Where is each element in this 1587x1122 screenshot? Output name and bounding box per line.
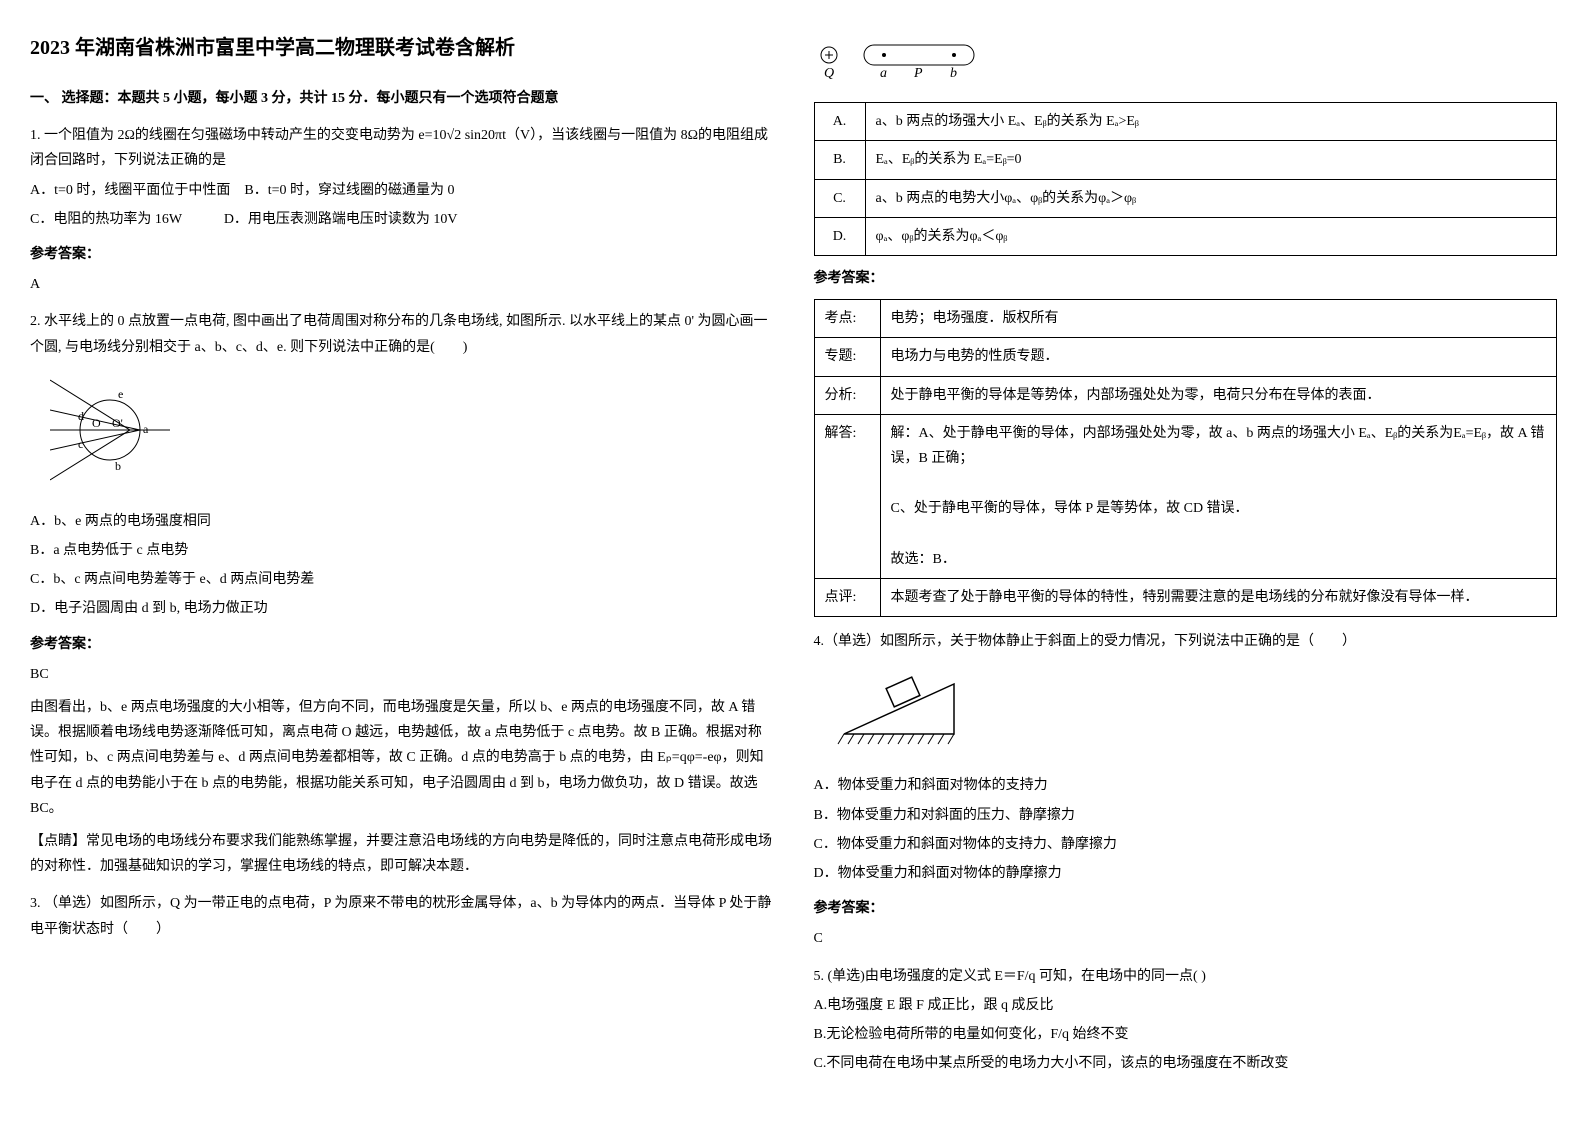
table-row: C. a、b 两点的电势大小φₐ、φᵦ的关系为φₐ＞φᵦ bbox=[814, 179, 1557, 217]
q4-optD: D．物体受重力和斜面对物体的静摩擦力 bbox=[814, 861, 1558, 886]
q2-answer: BC bbox=[30, 662, 774, 687]
q4-optB: B．物体受重力和对斜面的压力、静摩擦力 bbox=[814, 803, 1558, 828]
table-row: B. Eₐ、Eᵦ的关系为 Eₐ=Eᵦ=0 bbox=[814, 141, 1557, 179]
q2-optC: C．b、c 两点间电势差等于 e、d 两点间电势差 bbox=[30, 567, 774, 592]
q2-optA: A．b、e 两点的电场强度相同 bbox=[30, 509, 774, 534]
left-column: 2023 年湖南省株洲市富里中学高二物理联考试卷含解析 一、 选择题：本题共 5… bbox=[30, 30, 774, 1088]
q2-answer-label: 参考答案： bbox=[30, 632, 774, 657]
q2-tip: 【点睛】常见电场的电场线分布要求我们能熟练掌握，并要注意沿电场线的方向电势是降低… bbox=[30, 829, 774, 879]
q1-optD: D．用电压表测路端电压时读数为 10V bbox=[224, 212, 458, 227]
q2-optD: D．电子沿圆周由 d 到 b, 电场力做正功 bbox=[30, 596, 774, 621]
q3-diagram: Q a P b bbox=[814, 35, 1558, 94]
q1-answer: A bbox=[30, 272, 774, 297]
label-d: d bbox=[78, 409, 84, 423]
exam-title: 2023 年湖南省株洲市富里中学高二物理联考试卷含解析 bbox=[30, 30, 774, 66]
q1-optC: C．电阻的热功率为 16W bbox=[30, 212, 182, 227]
label-b: b bbox=[115, 459, 121, 473]
q3-row3-text: 解：A、处于静电平衡的导体，内部场强处处为零，故 a、b 两点的场强大小 Eₐ、… bbox=[880, 414, 1557, 578]
q3-answer-label: 参考答案： bbox=[814, 266, 1558, 291]
q3-row4-text: 本题考查了处于静电平衡的导体的特性，特别需要注意的是电场线的分布就好像没有导体一… bbox=[880, 578, 1557, 616]
table-row: 解答: 解：A、处于静电平衡的导体，内部场强处处为零，故 a、b 两点的场强大小… bbox=[814, 414, 1557, 578]
label-P: P bbox=[913, 66, 923, 81]
q5-optA: A.电场强度 E 跟 F 成正比，跟 q 成反比 bbox=[814, 993, 1558, 1018]
q3-stem: 3. （单选）如图所示，Q 为一带正电的点电荷，P 为原来不带电的枕形金属导体，… bbox=[30, 891, 774, 941]
q3-row1-text: 电场力与电势的性质专题． bbox=[880, 338, 1557, 376]
q3-row2-label: 分析: bbox=[814, 376, 880, 414]
q2-optB: B．a 点电势低于 c 点电势 bbox=[30, 538, 774, 563]
q3-optC-text: a、b 两点的电势大小φₐ、φᵦ的关系为φₐ＞φᵦ bbox=[865, 179, 1557, 217]
q5-optC: C.不同电荷在电场中某点所受的电场力大小不同，该点的电场强度在不断改变 bbox=[814, 1051, 1558, 1076]
label-Oprime: O' bbox=[112, 416, 123, 430]
label-Q: Q bbox=[824, 66, 834, 81]
label-O: O bbox=[92, 416, 101, 430]
q3-row2-text: 处于静电平衡的导体是等势体，内部场强处处为零，电荷只分布在导体的表面． bbox=[880, 376, 1557, 414]
q3-optB-text: Eₐ、Eᵦ的关系为 Eₐ=Eᵦ=0 bbox=[865, 141, 1557, 179]
q5-optB: B.无论检验电荷所带的电量如何变化，F/q 始终不变 bbox=[814, 1022, 1558, 1047]
right-column: Q a P b A. a、b 两点的场强大小 Eₐ、Eᵦ的关系为 Eₐ>Eᵦ B… bbox=[814, 30, 1558, 1088]
question-3-stem: 3. （单选）如图所示，Q 为一带正电的点电荷，P 为原来不带电的枕形金属导体，… bbox=[30, 891, 774, 941]
table-row: A. a、b 两点的场强大小 Eₐ、Eᵦ的关系为 Eₐ>Eᵦ bbox=[814, 103, 1557, 141]
q3-optB-label: B. bbox=[814, 141, 865, 179]
q3-options-table: A. a、b 两点的场强大小 Eₐ、Eᵦ的关系为 Eₐ>Eᵦ B. Eₐ、Eᵦ的… bbox=[814, 102, 1558, 256]
q3-optC-label: C. bbox=[814, 179, 865, 217]
q3-row4-label: 点评: bbox=[814, 578, 880, 616]
q5-stem: 5. (单选)由电场强度的定义式 E＝F/q 可知，在电场中的同一点( ) bbox=[814, 964, 1558, 989]
q2-diagram: O O' a b c d e bbox=[50, 370, 774, 499]
question-1: 1. 一个阻值为 2Ω的线圈在匀强磁场中转动产生的交变电动势为 e=10√2 s… bbox=[30, 123, 774, 297]
question-4: 4.（单选）如图所示，关于物体静止于斜面上的受力情况，下列说法中正确的是（ ） bbox=[814, 629, 1558, 952]
table-row: 考点: 电势；电场强度．版权所有 bbox=[814, 300, 1557, 338]
q4-answer-label: 参考答案： bbox=[814, 896, 1558, 921]
q3-row3-label: 解答: bbox=[814, 414, 880, 578]
q3-optD-label: D. bbox=[814, 217, 865, 255]
q3-optD-text: φₐ、φᵦ的关系为φₐ＜φᵦ bbox=[865, 217, 1557, 255]
q4-optA: A．物体受重力和斜面对物体的支持力 bbox=[814, 773, 1558, 798]
q3-row1-label: 专题: bbox=[814, 338, 880, 376]
table-row: 专题: 电场力与电势的性质专题． bbox=[814, 338, 1557, 376]
label-e: e bbox=[118, 387, 123, 401]
q1-optA: A．t=0 时，线圈平面位于中性面 bbox=[30, 183, 230, 198]
label-c: c bbox=[78, 437, 83, 451]
q1-optB: B．t=0 时，穿过线圈的磁通量为 0 bbox=[244, 183, 454, 198]
q4-diagram bbox=[834, 664, 1558, 763]
table-row: D. φₐ、φᵦ的关系为φₐ＜φᵦ bbox=[814, 217, 1557, 255]
q3-optA-label: A. bbox=[814, 103, 865, 141]
q3-row0-text: 电势；电场强度．版权所有 bbox=[880, 300, 1557, 338]
q1-answer-label: 参考答案： bbox=[30, 242, 774, 267]
q4-answer: C bbox=[814, 926, 1558, 951]
q4-stem: 4.（单选）如图所示，关于物体静止于斜面上的受力情况，下列说法中正确的是（ ） bbox=[814, 629, 1558, 654]
section1-header: 一、 选择题：本题共 5 小题，每小题 3 分，共计 15 分．每小题只有一个选… bbox=[30, 86, 774, 111]
q4-optC: C．物体受重力和斜面对物体的支持力、静摩擦力 bbox=[814, 832, 1558, 857]
q1-stem: 1. 一个阻值为 2Ω的线圈在匀强磁场中转动产生的交变电动势为 e=10√2 s… bbox=[30, 123, 774, 173]
q2-stem: 2. 水平线上的 0 点放置一点电荷, 图中画出了电荷周围对称分布的几条电场线,… bbox=[30, 309, 774, 359]
q2-explanation: 由图看出，b、e 两点电场强度的大小相等，但方向不同，而电场强度是矢量，所以 b… bbox=[30, 695, 774, 821]
table-row: 点评: 本题考查了处于静电平衡的导体的特性，特别需要注意的是电场线的分布就好像没… bbox=[814, 578, 1557, 616]
q3-optA-text: a、b 两点的场强大小 Eₐ、Eᵦ的关系为 Eₐ>Eᵦ bbox=[865, 103, 1557, 141]
label-b: b bbox=[950, 66, 957, 81]
question-5: 5. (单选)由电场强度的定义式 E＝F/q 可知，在电场中的同一点( ) A.… bbox=[814, 964, 1558, 1077]
label-a: a bbox=[143, 422, 149, 436]
label-a: a bbox=[880, 66, 887, 81]
q3-row0-label: 考点: bbox=[814, 300, 880, 338]
table-row: 分析: 处于静电平衡的导体是等势体，内部场强处处为零，电荷只分布在导体的表面． bbox=[814, 376, 1557, 414]
question-2: 2. 水平线上的 0 点放置一点电荷, 图中画出了电荷周围对称分布的几条电场线,… bbox=[30, 309, 774, 879]
q3-analysis-table: 考点: 电势；电场强度．版权所有 专题: 电场力与电势的性质专题． 分析: 处于… bbox=[814, 299, 1558, 617]
